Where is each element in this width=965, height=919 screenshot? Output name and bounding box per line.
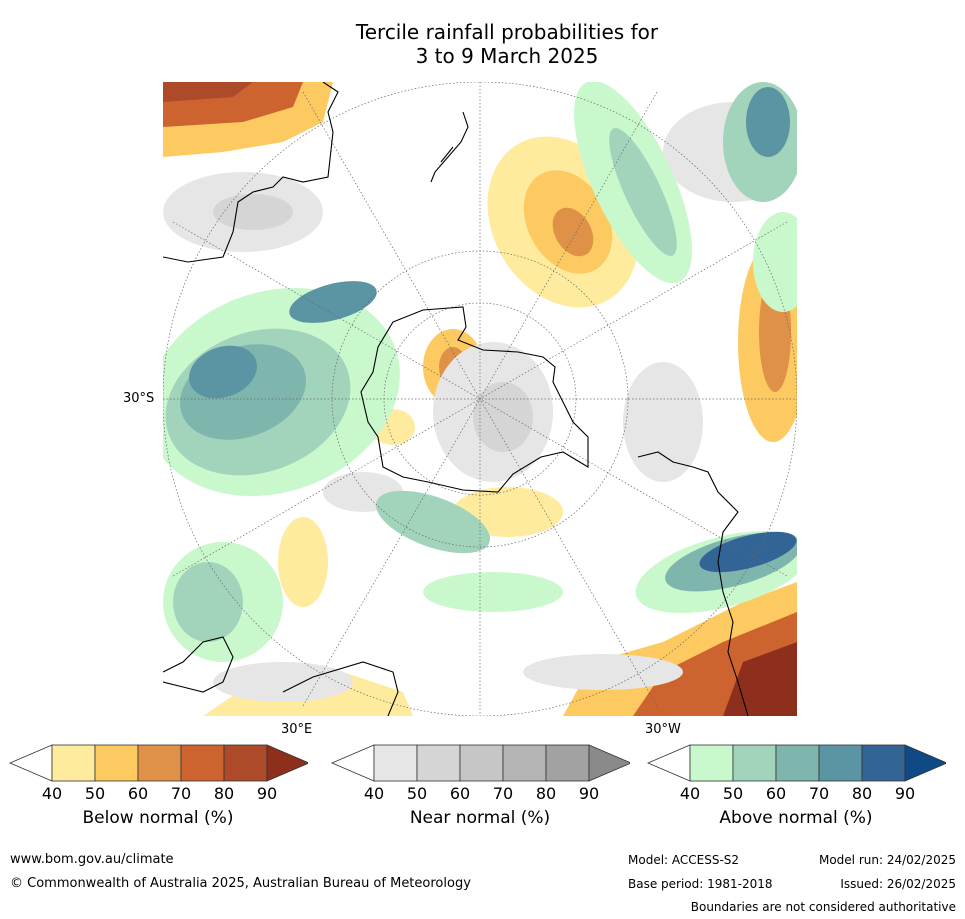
- colorbar-near-tick-50: 50: [406, 784, 428, 803]
- colorbar-near-tick-80: 80: [535, 784, 557, 803]
- colorbar-below-tick-60: 60: [127, 784, 149, 803]
- africa-coastline: [163, 636, 234, 693]
- colorbar-below-tick-40: 40: [41, 784, 63, 803]
- colorbar-near-upper-arrow: [588, 744, 630, 782]
- colorbar-below-swatches: [51, 744, 308, 782]
- colorbar-above-tick-40: 40: [679, 784, 701, 803]
- title-line-2: 3 to 9 March 2025: [415, 44, 599, 68]
- map-svg: [163, 82, 797, 716]
- colorbar-below-normal: 40 50 60 70 80 90 Below normal (%): [8, 744, 308, 828]
- colorbar-near-normal: 40 50 60 70 80 90 Near normal (%): [330, 744, 630, 828]
- colorbar-near-tick-90: 90: [578, 784, 600, 803]
- colorbar-near-swatch-50: [416, 744, 461, 782]
- colorbar-above-swatch-40: [689, 744, 734, 782]
- colorbar-above-swatch-70: [818, 744, 863, 782]
- colorbar-above-swatch-50: [732, 744, 777, 782]
- footer-base-period: Base period: 1981-2018: [628, 877, 773, 891]
- colorbar-above-tick-50: 50: [722, 784, 744, 803]
- colorbar-above-tick-80: 80: [851, 784, 873, 803]
- colorbar-below-swatch-60: [137, 744, 182, 782]
- colorbar-below-lower-arrow: [8, 744, 53, 782]
- colorbar-below-tick-70: 70: [170, 784, 192, 803]
- colorbar-above-swatch-60: [775, 744, 820, 782]
- footer-model-run: Model run: 24/02/2025: [818, 853, 956, 867]
- label-30e: 30°E: [281, 722, 313, 737]
- colorbar-below-tick-80: 80: [213, 784, 235, 803]
- colorbar-above-normal: 40 50 60 70 80 90 Above normal (%): [646, 744, 946, 828]
- colorbar-below-tick-50: 50: [84, 784, 106, 803]
- label-30s: 30°S: [123, 391, 155, 406]
- colorbar-below-swatch-50: [94, 744, 139, 782]
- colorbar-below-tick-90: 90: [256, 784, 278, 803]
- label-30w: 30°W: [645, 722, 681, 737]
- colorbar-near-swatch-80: [545, 744, 590, 782]
- coastlines: [163, 82, 749, 716]
- colorbar-above-lower-arrow: [646, 744, 691, 782]
- colorbar-above-tick-60: 60: [765, 784, 787, 803]
- colorbar-near-tick-60: 60: [449, 784, 471, 803]
- colorbar-near-title: Near normal (%): [409, 808, 551, 828]
- colorbar-above-title: Above normal (%): [719, 808, 873, 828]
- footer-model: Model: ACCESS-S2: [628, 853, 740, 867]
- colorbar-above-ticks: 40 50 60 70 80 90: [646, 784, 946, 804]
- footer-disclaimer: Boundaries are not considered authoritat…: [690, 900, 956, 914]
- colorbar-above-svg: [646, 744, 946, 782]
- rainfall-probability-map: [163, 82, 797, 716]
- colorbar-near-ticks: 40 50 60 70 80 90: [330, 784, 630, 804]
- colorbar-above-upper-arrow: [904, 744, 946, 782]
- colorbar-below-swatch-80: [223, 744, 268, 782]
- footer-issued: Issued: 26/02/2025: [840, 877, 956, 891]
- graticule: [163, 82, 797, 716]
- colorbar-below-ticks: 40 50 60 70 80 90: [8, 784, 308, 804]
- colorbar-near-svg: [330, 744, 630, 782]
- colorbar-near-swatches: [373, 744, 630, 782]
- australia-coastline: [163, 82, 339, 263]
- colorbar-above-swatches: [689, 744, 946, 782]
- title-line-1: Tercile rainfall probabilities for: [355, 20, 659, 44]
- colorbar-above-swatch-80: [861, 744, 906, 782]
- antarctica-coastline: [360, 306, 589, 493]
- colorbar-below-title: Below normal (%): [82, 808, 234, 828]
- above-normal-regions: [163, 82, 797, 662]
- colorbar-near-lower-arrow: [330, 744, 375, 782]
- south-america-coastline: [637, 451, 749, 716]
- colorbar-below-swatch-70: [180, 744, 225, 782]
- colorbar-near-swatch-70: [502, 744, 547, 782]
- footer-website: www.bom.gov.au/climate: [10, 852, 174, 867]
- map-title: Tercile rainfall probabilities for 3 to …: [0, 20, 965, 68]
- colorbar-near-swatch-40: [373, 744, 418, 782]
- colorbar-below-swatch-40: [51, 744, 96, 782]
- footer-copyright: © Commonwealth of Australia 2025, Austra…: [10, 876, 471, 891]
- colorbar-above-tick-90: 90: [894, 784, 916, 803]
- colorbar-near-tick-70: 70: [492, 784, 514, 803]
- colorbar-near-swatch-60: [459, 744, 504, 782]
- colorbar-near-tick-40: 40: [363, 784, 385, 803]
- colorbar-below-upper-arrow: [266, 744, 308, 782]
- colorbar-below-svg: [8, 744, 308, 782]
- southern-africa-coastline: [282, 661, 399, 716]
- new-zealand-coastline: [430, 111, 469, 183]
- colorbar-above-tick-70: 70: [808, 784, 830, 803]
